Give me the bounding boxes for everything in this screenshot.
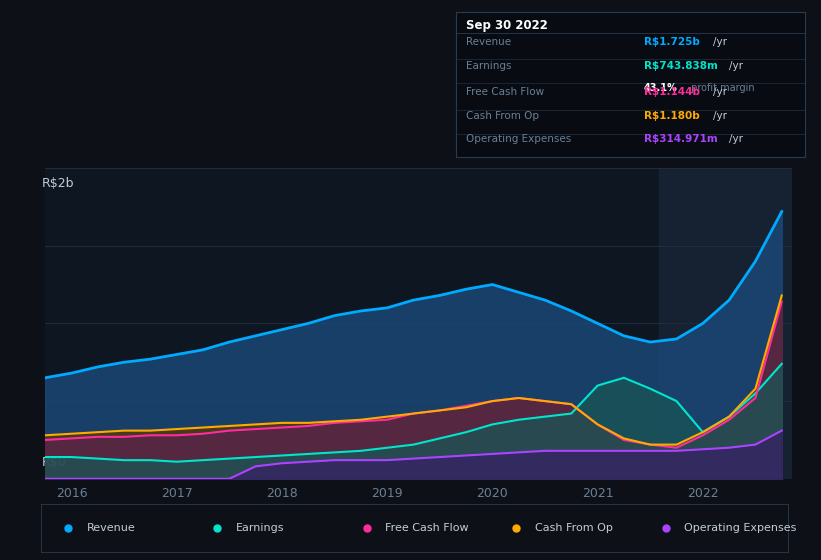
Text: Free Cash Flow: Free Cash Flow	[466, 87, 544, 97]
Text: R$2b: R$2b	[41, 178, 74, 190]
Text: /yr: /yr	[728, 134, 742, 144]
Text: Revenue: Revenue	[87, 523, 135, 533]
Text: Operating Expenses: Operating Expenses	[466, 134, 571, 144]
Text: /yr: /yr	[728, 60, 742, 71]
Text: Cash From Op: Cash From Op	[535, 523, 612, 533]
Text: 43.1%: 43.1%	[644, 83, 678, 93]
Text: Operating Expenses: Operating Expenses	[685, 523, 796, 533]
Text: R$743.838m: R$743.838m	[644, 60, 722, 71]
Text: Free Cash Flow: Free Cash Flow	[386, 523, 469, 533]
Text: Earnings: Earnings	[466, 60, 511, 71]
Text: R$1.725b: R$1.725b	[644, 37, 704, 47]
Text: R$1.180b: R$1.180b	[644, 111, 704, 122]
Text: Earnings: Earnings	[236, 523, 285, 533]
Text: profit margin: profit margin	[688, 83, 754, 93]
Text: Sep 30 2022: Sep 30 2022	[466, 19, 548, 32]
Text: Cash From Op: Cash From Op	[466, 111, 539, 122]
Text: R$0: R$0	[41, 456, 67, 469]
Text: Revenue: Revenue	[466, 37, 511, 47]
Text: /yr: /yr	[713, 111, 727, 122]
Text: /yr: /yr	[713, 37, 727, 47]
Bar	[658, 168, 792, 479]
Text: R$314.971m: R$314.971m	[644, 134, 722, 144]
Text: /yr: /yr	[713, 87, 727, 97]
Text: R$1.144b: R$1.144b	[644, 87, 704, 97]
